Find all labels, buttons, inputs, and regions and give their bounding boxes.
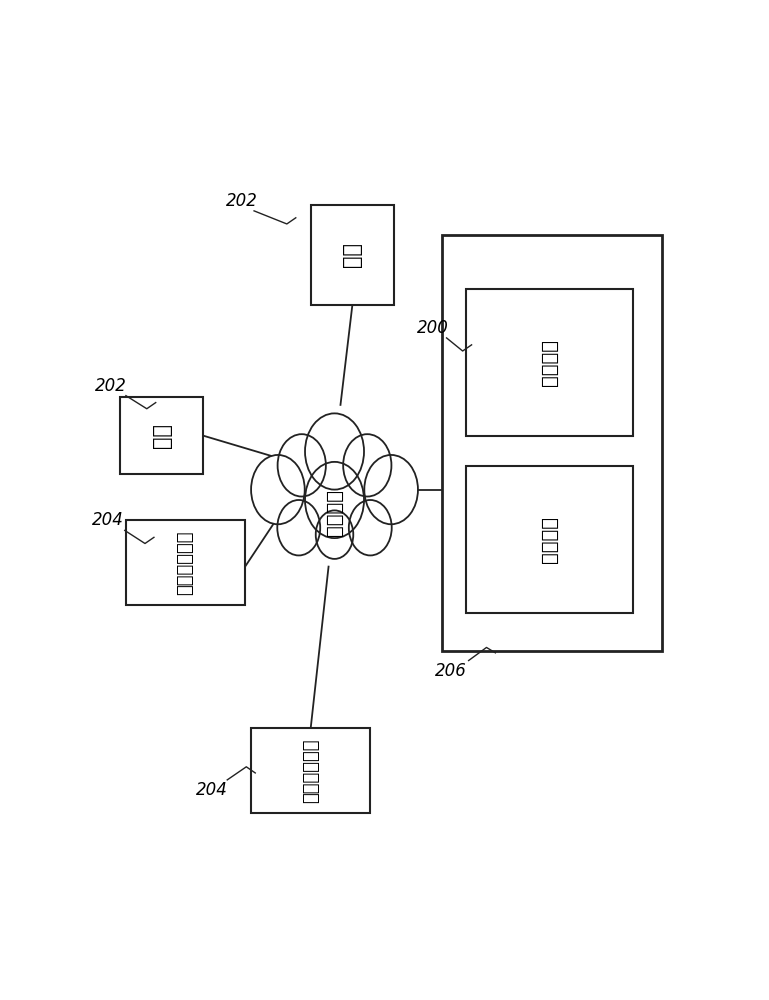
Bar <box>311 205 394 305</box>
Ellipse shape <box>278 434 326 497</box>
Ellipse shape <box>316 510 353 559</box>
Text: 处理装置: 处理装置 <box>540 516 558 563</box>
Text: 202: 202 <box>226 192 258 210</box>
Ellipse shape <box>349 500 391 555</box>
Ellipse shape <box>251 455 305 524</box>
Ellipse shape <box>305 413 364 490</box>
Ellipse shape <box>365 455 418 524</box>
Text: 电子网络: 电子网络 <box>325 489 344 536</box>
Text: 第三方提供者: 第三方提供者 <box>177 530 195 595</box>
Text: 医生: 医生 <box>342 242 362 267</box>
Text: 204: 204 <box>196 781 228 799</box>
Bar <box>126 520 245 605</box>
Text: 第三方提供者: 第三方提供者 <box>301 738 320 803</box>
Ellipse shape <box>343 434 391 497</box>
Text: 医生: 医生 <box>151 423 171 448</box>
Text: 200: 200 <box>417 319 449 337</box>
Bar <box>441 235 662 651</box>
Bar <box>466 289 633 436</box>
Bar <box>251 728 371 813</box>
Text: 206: 206 <box>434 662 467 680</box>
Bar <box>120 397 203 474</box>
Bar <box>466 466 633 613</box>
Text: 存储装置: 存储装置 <box>540 339 558 386</box>
Text: 204: 204 <box>92 511 124 529</box>
Ellipse shape <box>278 500 320 555</box>
Text: 202: 202 <box>95 377 127 395</box>
Ellipse shape <box>305 462 364 538</box>
